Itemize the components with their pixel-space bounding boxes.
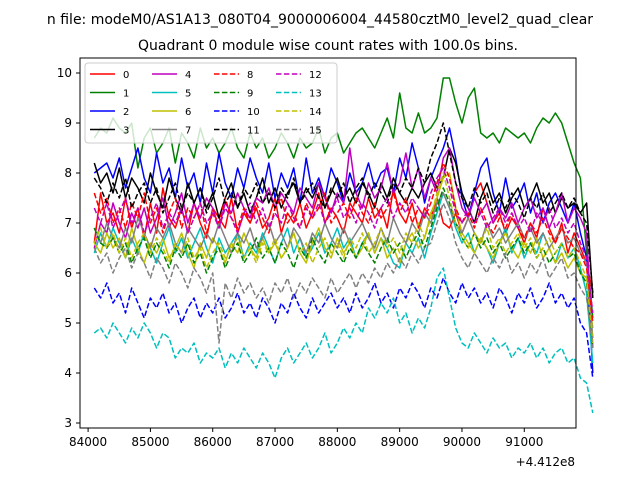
series-line-15	[93, 202, 594, 349]
legend-label-11: 11	[247, 126, 260, 137]
legend-label-0: 0	[123, 70, 129, 81]
y-tick-label: 5	[64, 316, 72, 330]
y-tick-label: 10	[57, 66, 72, 80]
legend-box	[84, 62, 338, 144]
x-tick-label: 87000	[256, 435, 294, 449]
plot-lines	[93, 77, 594, 414]
legend-label-3: 3	[123, 126, 129, 137]
y-tick-label: 6	[64, 266, 72, 280]
y-tick-label: 4	[64, 366, 72, 380]
legend-label-10: 10	[247, 107, 260, 118]
x-tick-label: 90000	[443, 435, 481, 449]
legend-label-4: 4	[185, 70, 191, 81]
series-line-1	[93, 77, 594, 319]
legend-label-6: 6	[185, 107, 191, 118]
legend-label-8: 8	[247, 70, 253, 81]
series-line-13	[93, 267, 594, 414]
series-line-12	[93, 167, 594, 314]
legend-label-9: 9	[247, 89, 253, 100]
series-line-2	[93, 127, 594, 374]
x-offset-label: +4.412e8	[516, 455, 575, 469]
series-line-11	[93, 122, 594, 294]
x-axis: 84000 85000 86000 87000 88000 89000 90000 91000	[69, 428, 543, 449]
legend-label-12: 12	[309, 70, 322, 81]
x-tick-label: 84000	[69, 435, 107, 449]
x-tick-label: 85000	[131, 435, 169, 449]
y-axis: 3 4 5 6 7 8 9 10	[57, 66, 80, 430]
x-tick-label: 91000	[505, 435, 543, 449]
series-line-9	[93, 187, 594, 349]
y-tick-label: 3	[64, 416, 72, 430]
legend-label-13: 13	[309, 89, 322, 100]
series-line-6	[93, 172, 594, 329]
plot-frame	[79, 57, 577, 429]
y-tick-label: 8	[64, 166, 72, 180]
series-line-10	[93, 277, 594, 379]
legend-label-7: 7	[185, 126, 191, 137]
legend-label-2: 2	[123, 107, 129, 118]
series-line-14	[93, 172, 594, 344]
legend-label-5: 5	[185, 89, 191, 100]
y-tick-label: 9	[64, 116, 72, 130]
chart-title: Quadrant 0 module wise count rates with …	[138, 38, 518, 54]
x-tick-label: 89000	[381, 435, 419, 449]
legend-label-15: 15	[309, 126, 322, 137]
figure-suptitle: n file: modeM0/AS1A13_080T04_9000006004_…	[47, 12, 593, 28]
legend-label-14: 14	[309, 107, 322, 118]
legend-label-1: 1	[123, 89, 129, 100]
y-tick-label: 7	[64, 216, 72, 230]
x-tick-label: 88000	[318, 435, 356, 449]
series-line-0	[93, 182, 594, 294]
series-line-8	[93, 162, 594, 324]
x-tick-label: 86000	[194, 435, 232, 449]
